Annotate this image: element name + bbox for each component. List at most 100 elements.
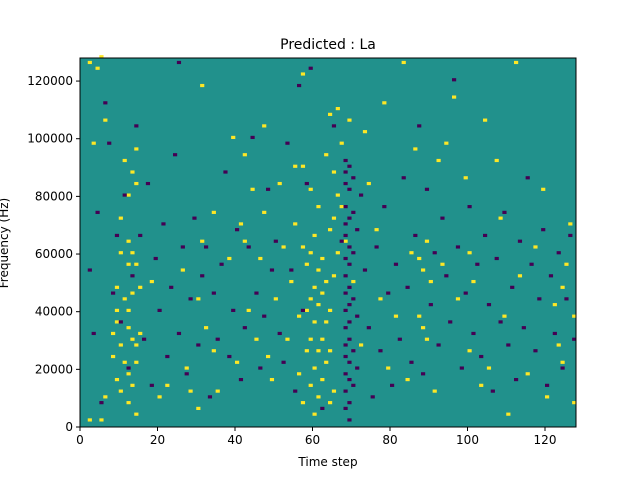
heatmap-cell-high xyxy=(87,60,92,65)
heatmap-cell-high xyxy=(339,141,344,145)
heatmap-cell-low xyxy=(537,297,542,301)
heatmap-cell-low xyxy=(417,124,422,128)
heatmap-cell-low xyxy=(145,181,151,186)
heatmap-cell-low xyxy=(235,228,240,232)
heatmap-cell-high xyxy=(258,256,263,261)
heatmap-cell-high xyxy=(331,274,337,278)
heatmap-cell-low xyxy=(297,83,302,88)
heatmap-cell-high xyxy=(401,60,406,65)
heatmap-cell-low xyxy=(525,176,530,180)
heatmap-cell-high xyxy=(312,366,317,370)
heatmap-cell-high xyxy=(266,354,271,359)
heatmap-cell-high xyxy=(432,389,437,393)
heatmap-cell-high xyxy=(277,181,282,186)
heatmap-cell-high xyxy=(316,205,321,209)
heatmap-cell-low xyxy=(386,291,391,295)
x-axis-ticks: 0 20 40 60 80 100 120 xyxy=(76,427,556,447)
x-tick-label: 80 xyxy=(382,433,397,447)
heatmap-cell-high xyxy=(103,395,108,399)
heatmap-cell-high xyxy=(188,389,193,393)
heatmap-cell-high xyxy=(328,401,333,405)
heatmap-cell-low xyxy=(506,343,511,347)
heatmap-cell-low xyxy=(459,366,464,370)
heatmap-cell-low xyxy=(87,268,92,272)
heatmap-cell-low xyxy=(266,187,271,191)
y-tick-label: 40000 xyxy=(35,305,73,319)
heatmap-cell-high xyxy=(471,279,476,284)
heatmap-cell-high xyxy=(421,268,426,272)
heatmap-cell-high xyxy=(316,268,321,272)
heatmap-cell-low xyxy=(343,170,348,174)
heatmap-cell-high xyxy=(227,256,232,261)
heatmap-cell-high xyxy=(300,72,306,76)
heatmap-cell-low xyxy=(502,210,507,214)
heatmap-cell-high xyxy=(122,158,127,163)
heatmap-cell-high xyxy=(413,147,418,151)
heatmap-cell-low xyxy=(351,297,356,301)
heatmap-cell-low xyxy=(424,187,430,191)
heatmap-cell-low xyxy=(362,268,368,272)
heatmap-cell-high xyxy=(506,412,511,416)
heatmap-cell-high xyxy=(312,233,317,238)
heatmap-cell-high xyxy=(87,418,92,422)
heatmap-cell-high xyxy=(304,349,309,353)
x-tick-label: 40 xyxy=(227,433,242,447)
heatmap-cell-high xyxy=(525,372,530,376)
heatmap-cell-low xyxy=(343,205,348,209)
heatmap-cell-low xyxy=(545,383,550,387)
heatmap-cell-low xyxy=(351,176,356,180)
heatmap-cell-high xyxy=(293,222,298,226)
heatmap-cell-high xyxy=(262,124,267,128)
heatmap-cell-high xyxy=(479,383,484,387)
heatmap-cell-low xyxy=(382,205,387,209)
y-axis-label: Frequency (Hz) xyxy=(0,198,11,289)
heatmap-cell-low xyxy=(126,366,131,370)
heatmap-cell-high xyxy=(440,262,445,266)
heatmap-cell-high xyxy=(324,279,329,284)
heatmap-cell-low xyxy=(130,274,135,278)
heatmap-cell-low xyxy=(393,262,399,266)
heatmap-cell-high xyxy=(328,349,333,353)
heatmap-cell-high xyxy=(452,95,457,99)
heatmap-cell-high xyxy=(99,418,104,422)
heatmap-cell-low xyxy=(169,285,174,289)
heatmap-cell-high xyxy=(126,262,131,266)
heatmap-cell-high xyxy=(494,158,499,163)
heatmap-cell-high xyxy=(351,279,356,284)
heatmap-cell-low xyxy=(548,274,554,278)
heatmap-cell-high xyxy=(157,395,162,399)
heatmap-cell-low xyxy=(343,406,348,411)
heatmap-cell-low xyxy=(467,205,472,209)
heatmap-cell-low xyxy=(355,314,360,318)
heatmap-cell-low xyxy=(552,331,557,336)
heatmap-cell-high xyxy=(231,135,236,140)
heatmap-cell-low xyxy=(227,354,232,359)
heatmap-cell-high xyxy=(316,303,321,307)
heatmap-cell-low xyxy=(347,187,352,191)
heatmap-cell-low xyxy=(347,320,352,324)
heatmap-cell-high xyxy=(486,366,492,370)
heatmap-cell-high xyxy=(114,320,120,324)
heatmap-cell-high xyxy=(335,107,340,111)
heatmap-cell-high xyxy=(200,239,205,243)
heatmap-cell-high xyxy=(455,297,461,301)
heatmap-cell-low xyxy=(250,135,255,140)
heatmap-cell-low xyxy=(343,354,348,359)
heatmap-cells xyxy=(80,55,577,427)
heatmap-cell-high xyxy=(134,360,139,364)
heatmap-cell-low xyxy=(440,216,445,220)
heatmap-cell-high xyxy=(331,170,337,174)
heatmap-cell-low xyxy=(452,78,457,82)
heatmap-cell-low xyxy=(153,256,158,261)
heatmap-cell-low xyxy=(355,366,360,370)
heatmap-cell-low xyxy=(281,360,286,364)
heatmap-cell-low xyxy=(378,349,383,353)
heatmap-cell-high xyxy=(238,222,244,226)
heatmap-cell-low xyxy=(343,308,348,312)
heatmap-cell-low xyxy=(196,343,201,347)
heatmap-cell-low xyxy=(142,337,147,341)
heatmap-cell-low xyxy=(107,141,112,145)
heatmap-cell-low xyxy=(91,331,96,336)
y-tick-label: 20000 xyxy=(35,362,73,376)
heatmap-cell-low xyxy=(343,343,348,347)
